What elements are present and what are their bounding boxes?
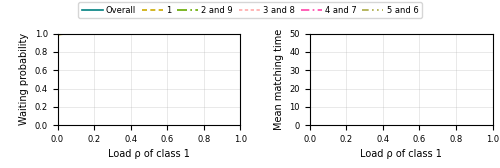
Y-axis label: Waiting probability: Waiting probability [19, 33, 29, 125]
Y-axis label: Mean matching time: Mean matching time [274, 29, 284, 130]
X-axis label: Load ρ of class 1: Load ρ of class 1 [360, 150, 442, 159]
Legend: Overall, 1, 2 and 9, 3 and 8, 4 and 7, 5 and 6: Overall, 1, 2 and 9, 3 and 8, 4 and 7, 5… [78, 3, 422, 18]
X-axis label: Load ρ of class 1: Load ρ of class 1 [108, 150, 190, 159]
